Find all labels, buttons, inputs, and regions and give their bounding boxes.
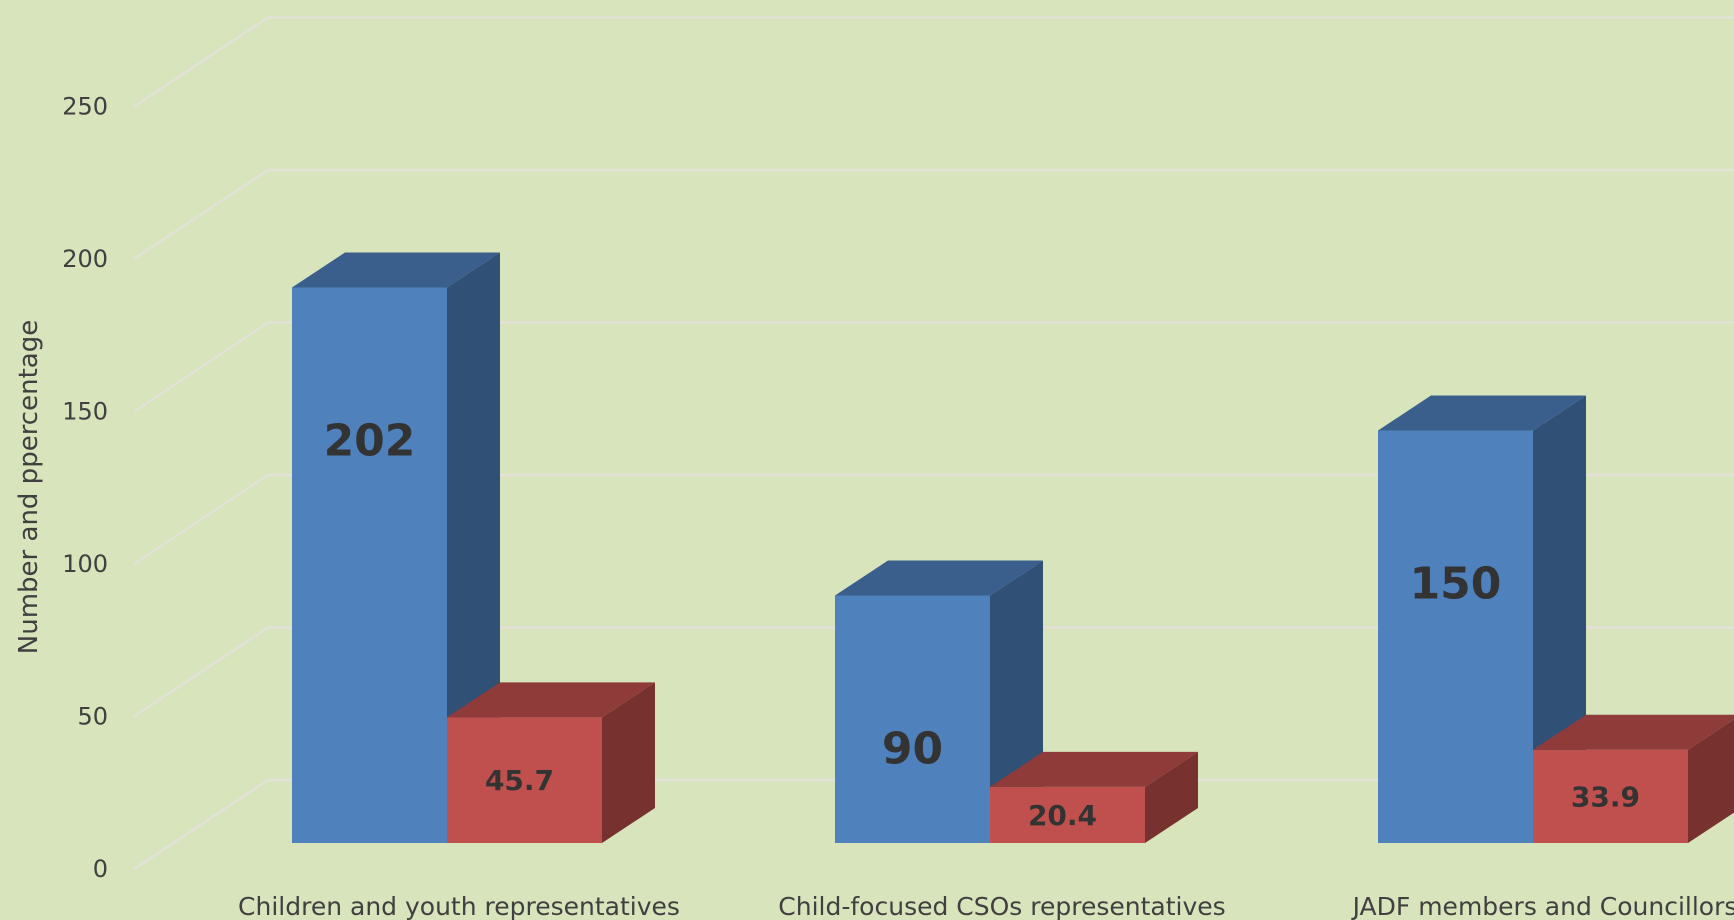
gridline xyxy=(133,168,1734,261)
data-label: 202 xyxy=(324,416,416,467)
bar-front xyxy=(1533,749,1688,843)
bar-top xyxy=(990,751,1198,787)
bars: 202 45.7 90 20.4 150 33.9 xyxy=(292,252,1734,843)
y-axis-title: Number and ppercentage xyxy=(14,320,44,654)
bar xyxy=(1533,714,1734,843)
bar-top xyxy=(447,682,655,718)
gridline xyxy=(133,321,1734,413)
bar-top xyxy=(292,252,500,288)
x-axis-labels: Children and youth representatives Child-… xyxy=(238,892,1734,920)
y-tick-label: 100 xyxy=(62,550,108,578)
gridlines xyxy=(133,16,1734,871)
y-tick-label: 200 xyxy=(62,245,108,273)
data-label: 20.4 xyxy=(1028,799,1097,832)
bar-top xyxy=(1378,395,1586,431)
bar-front xyxy=(1378,430,1533,843)
gridline xyxy=(133,778,1734,871)
gridline xyxy=(133,473,1734,566)
x-tick-label: Child-focused CSOs representatives xyxy=(778,892,1225,920)
bar-side xyxy=(1145,751,1198,843)
y-axis-ticks: 0 50 100 150 200 250 xyxy=(62,93,108,884)
gridline xyxy=(133,626,1734,718)
bar-front xyxy=(990,786,1145,843)
x-tick-label: JADF members and Councillors xyxy=(1351,892,1734,920)
y-tick-label: 150 xyxy=(62,398,108,426)
bar-side xyxy=(1688,719,1734,843)
x-tick-label: Children and youth representatives xyxy=(238,892,680,920)
data-label: 150 xyxy=(1410,559,1502,610)
y-tick-label: 50 xyxy=(77,703,108,731)
y-tick-label: 250 xyxy=(62,93,108,121)
bar-side xyxy=(602,682,655,843)
bar-top xyxy=(835,560,1043,596)
data-label: 45.7 xyxy=(485,764,554,797)
y-tick-label: 0 xyxy=(93,855,108,883)
bar xyxy=(990,751,1198,843)
bar-front xyxy=(835,595,990,843)
bar xyxy=(292,252,500,843)
bar-front xyxy=(447,717,602,843)
data-label: 33.9 xyxy=(1571,780,1640,813)
data-label: 90 xyxy=(882,724,943,775)
bar-front xyxy=(292,287,447,843)
bar-top xyxy=(1533,714,1734,750)
gridline xyxy=(133,16,1734,108)
bar xyxy=(447,682,655,843)
